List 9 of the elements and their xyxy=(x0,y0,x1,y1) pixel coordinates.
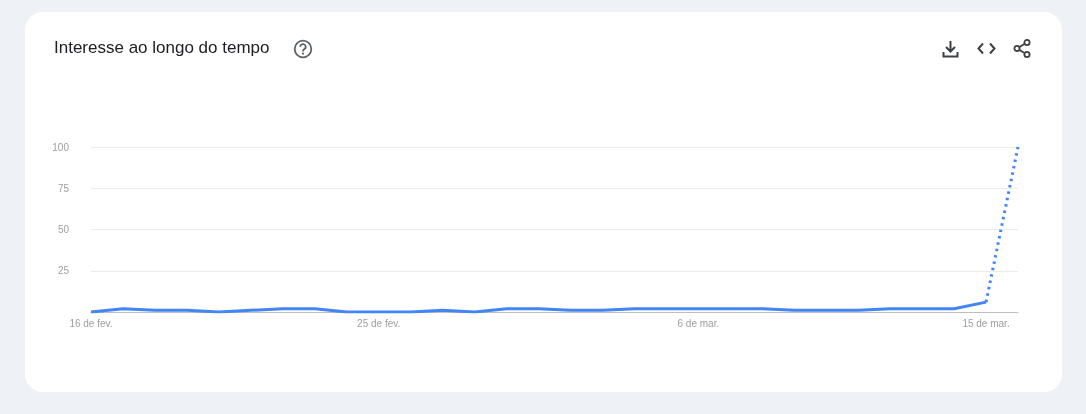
y-tick-label: 100 xyxy=(52,141,70,153)
x-tick-label: 15 de mar. xyxy=(962,317,1010,329)
x-tick-label: 6 de mar. xyxy=(677,317,720,329)
chart-title: Interesse ao longo do tempo xyxy=(54,38,270,58)
x-tick-label: 16 de fev. xyxy=(69,317,113,329)
y-tick-label: 25 xyxy=(57,265,70,277)
y-tick-label: 50 xyxy=(57,224,70,235)
x-tick-label: 25 de fev. xyxy=(357,317,401,329)
y-tick-label: 75 xyxy=(57,182,70,194)
